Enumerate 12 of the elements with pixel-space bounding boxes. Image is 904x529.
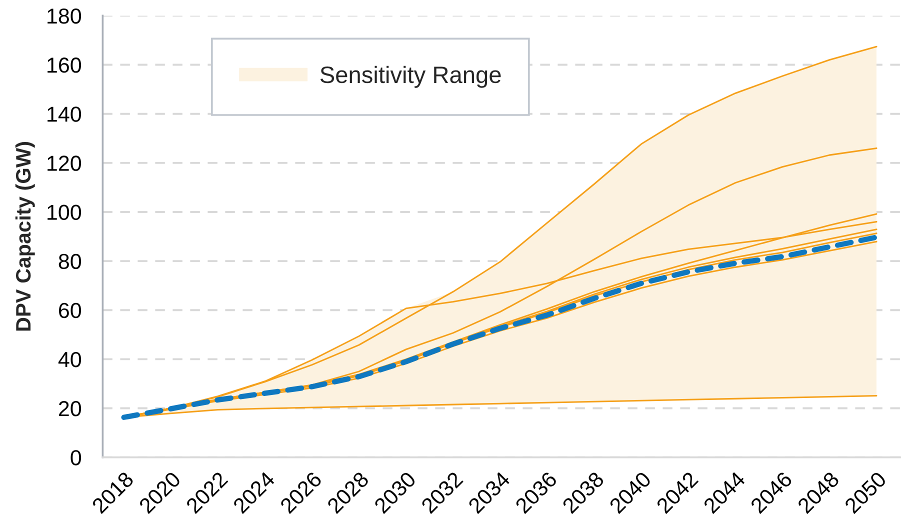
y-tick-label: 120 bbox=[48, 156, 82, 171]
y-tick-label: 140 bbox=[48, 106, 82, 122]
y-tick-label: 0 bbox=[70, 450, 82, 466]
y-tick-label: 160 bbox=[48, 58, 82, 73]
y-tick-label: 60 bbox=[59, 302, 82, 318]
y-tick-label: 40 bbox=[58, 352, 82, 368]
y-tick-label: 80 bbox=[58, 254, 82, 270]
y-tick-label: 180 bbox=[48, 8, 82, 24]
y-axis-title: DPV Capacity (GW) bbox=[15, 142, 35, 331]
y-tick-label: 20 bbox=[59, 401, 82, 416]
legend-label: Sensitivity Range bbox=[320, 66, 501, 88]
y-tick-label: 100 bbox=[48, 204, 82, 220]
